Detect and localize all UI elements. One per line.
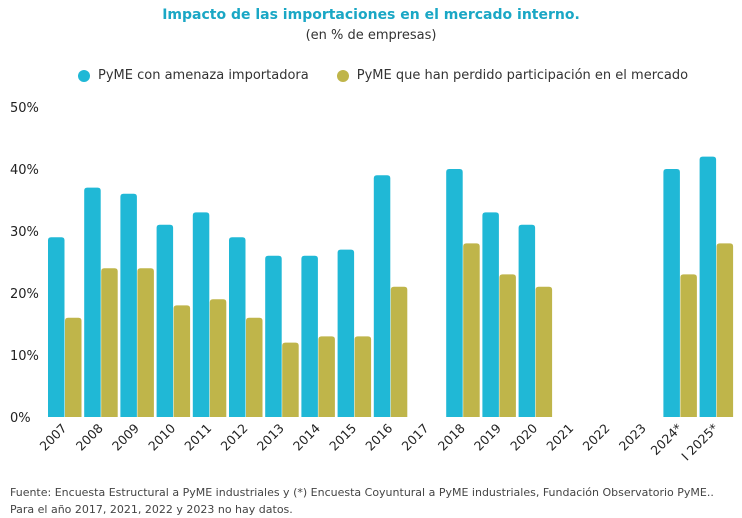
chart-title: Impacto de las importaciones en el merca… [162, 7, 580, 23]
bar-amenaza [663, 169, 680, 417]
y-tick-label: 40% [10, 163, 39, 178]
bar-amenaza [120, 193, 137, 417]
bar-perdida [173, 305, 191, 417]
bar-amenaza [265, 255, 282, 417]
x-tick-label: 2013 [254, 421, 287, 454]
bar-amenaza [482, 212, 499, 417]
bar-amenaza [518, 224, 536, 417]
x-tick-label: 2015 [326, 421, 359, 454]
bar-perdida [209, 299, 227, 417]
bar-perdida [101, 268, 118, 417]
bar-amenaza [699, 156, 717, 417]
legend-item-amenaza: PyME con amenaza importadora [78, 68, 309, 83]
bar-perdida [463, 243, 480, 417]
legend-item-perdida: PyME que han perdido participación en el… [336, 68, 689, 83]
bar-amenaza [446, 169, 463, 417]
x-tick-label: 2012 [218, 421, 251, 454]
x-tick-label: I 2025* [678, 421, 721, 464]
legend-swatch-cyan [78, 69, 90, 82]
bar-perdida [390, 286, 408, 417]
bar-perdida [680, 274, 697, 417]
bar-amenaza [48, 237, 65, 417]
legend: PyME con amenaza importadora PyME que ha… [78, 68, 688, 83]
x-tick-label: 2016 [362, 420, 395, 453]
bar-perdida [716, 243, 734, 417]
x-tick-label: 2020 [507, 420, 540, 453]
x-tick-label: 2023 [616, 421, 649, 454]
legend-label: PyME que han perdido participación en el… [356, 68, 689, 83]
x-tick-label: 2011 [181, 421, 214, 454]
bar-amenaza [301, 255, 318, 417]
y-tick-label: 50% [10, 101, 39, 116]
y-tick-label: 0% [10, 411, 31, 426]
x-tick-label: 2019 [471, 420, 504, 453]
x-tick-label: 2010 [145, 420, 178, 453]
bar-amenaza [229, 237, 246, 417]
y-tick-label: 30% [10, 225, 39, 240]
bar-amenaza [84, 187, 101, 417]
x-tick-label: 2017 [399, 421, 432, 454]
bar-perdida [137, 268, 154, 417]
bar-perdida [65, 317, 82, 417]
y-tick-label: 10% [10, 349, 39, 364]
bar-perdida [354, 336, 372, 417]
x-tick-label: 2009 [109, 420, 142, 453]
x-tick-label: 2021 [543, 421, 576, 454]
x-tick-label: 2008 [73, 420, 106, 453]
legend-label: PyME con amenaza importadora [98, 68, 309, 83]
y-tick-label: 20% [10, 287, 39, 302]
footnote: Fuente: Encuesta Estructural a PyME indu… [10, 486, 714, 516]
chart-subtitle: (en % de empresas) [305, 28, 437, 43]
bar-perdida [499, 274, 516, 417]
bar-perdida [246, 317, 263, 417]
bar-perdida [282, 342, 299, 417]
x-tick-label: 2014 [290, 420, 323, 453]
bar-amenaza [156, 224, 174, 417]
legend-swatch-olive [336, 69, 349, 82]
x-tick-label: 2007 [37, 421, 70, 454]
bar-amenaza [373, 175, 391, 417]
x-tick-label: 2022 [580, 421, 613, 454]
bar-amenaza [337, 249, 355, 417]
bar-amenaza [192, 212, 210, 417]
bar-perdida [318, 336, 335, 417]
bar-chart: 0%10%20%30%40%50%2007 2008 2009 2010 2011 201… [10, 101, 734, 464]
x-tick-label: 2018 [435, 420, 468, 453]
bar-perdida [535, 286, 553, 417]
